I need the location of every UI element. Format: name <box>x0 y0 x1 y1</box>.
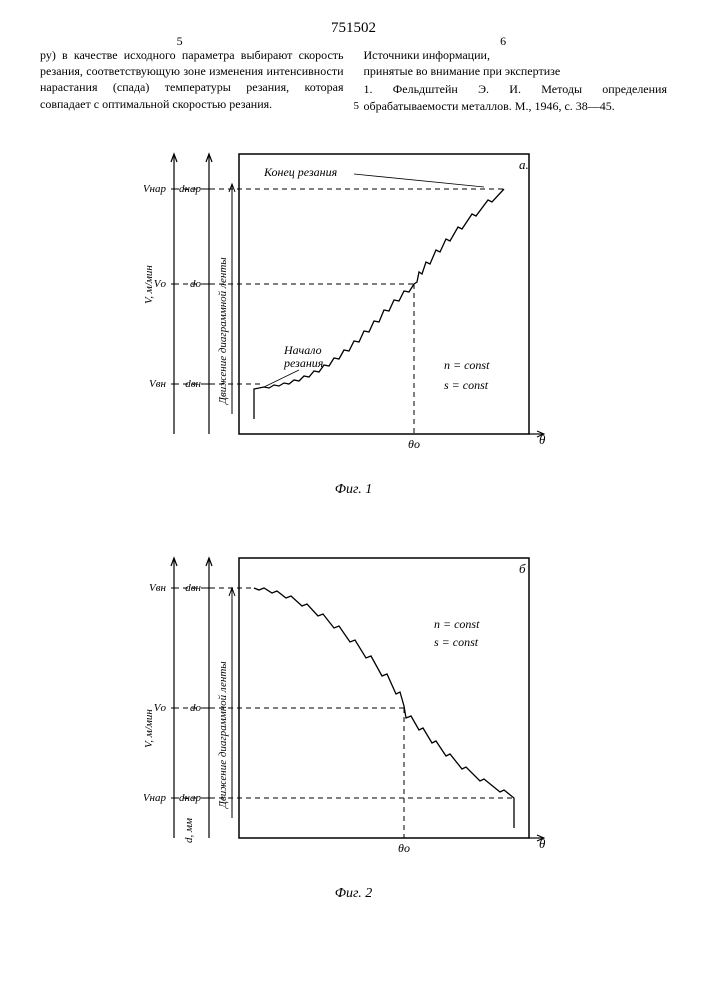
fig1-corner: а. <box>519 157 529 172</box>
col-number-left: 5 <box>177 33 183 49</box>
line-marker-5: 5 <box>354 99 360 114</box>
fig1-ylabel-vnar: Vнар <box>144 183 166 195</box>
fig2-sconst: s = const <box>434 635 479 649</box>
fig1-nconst: n = const <box>444 358 490 372</box>
fig2-yunit-outer: V, м/мин <box>144 708 155 747</box>
patent-number: 751502 <box>40 20 667 37</box>
text-columns: 5 ру) в качестве исходного параметра выб… <box>40 47 667 114</box>
fig2-plotbox <box>239 558 529 838</box>
fig2-corner: б <box>519 561 526 576</box>
fig1-ylabel-vvn: Vвн <box>149 378 166 390</box>
fig2-vnar: Vнар <box>144 792 166 804</box>
fig2-theta0: θо <box>398 841 410 855</box>
fig1-ylabel-vo: Vо <box>153 278 166 290</box>
fig2-dnar: dнар <box>179 792 201 804</box>
column-left: 5 ру) в качестве исходного параметра выб… <box>40 47 344 114</box>
fig1-start-cut-1: Начало <box>283 343 322 357</box>
fig1-caption: Фиг. 1 <box>144 482 564 498</box>
fig2-vo: Vо <box>153 702 166 714</box>
fig1-svg: Vнар Vо Vвн dнар dо dвн Движение диаграм… <box>144 144 564 474</box>
right-paragraph: 1. Фельдштейн Э. И. Методы определения о… <box>364 81 668 113</box>
fig2-vvn: Vвн <box>149 582 166 594</box>
figure-2: Vвн Vо Vнар dвн dо dнар Движение диаграм… <box>144 548 564 902</box>
fig2-nconst: n = const <box>434 617 480 631</box>
fig2-arrow-text: Движение диаграммной ленты <box>217 660 229 808</box>
figures-container: Vнар Vо Vвн dнар dо dвн Движение диаграм… <box>40 144 667 902</box>
col-number-right: 6 <box>500 33 506 49</box>
right-title: Источники информации, принятые во вниман… <box>364 47 668 79</box>
fig2-svg: Vвн Vо Vнар dвн dо dнар Движение диаграм… <box>144 548 564 878</box>
fig1-plotbox <box>239 154 529 434</box>
fig1-end-cut: Конец резания <box>263 165 338 179</box>
fig2-yunit-inner: d, мм <box>183 818 195 843</box>
fig1-sconst: s = const <box>444 378 489 392</box>
fig1-yunit: V, м/мин <box>144 264 155 303</box>
figure-1: Vнар Vо Vвн dнар dо dвн Движение диаграм… <box>144 144 564 498</box>
fig1-start-cut-2: резания <box>283 356 324 370</box>
fig1-dnar: dнар <box>179 183 201 195</box>
fig1-arrow-text: Движение диаграммной ленты <box>217 256 229 404</box>
left-paragraph: ру) в качестве исходного параметра выбир… <box>40 47 344 112</box>
column-right: 6 Источники информации, принятые во вним… <box>364 47 668 114</box>
fig2-caption: Фиг. 2 <box>144 886 564 902</box>
fig1-theta0: θо <box>408 437 420 451</box>
